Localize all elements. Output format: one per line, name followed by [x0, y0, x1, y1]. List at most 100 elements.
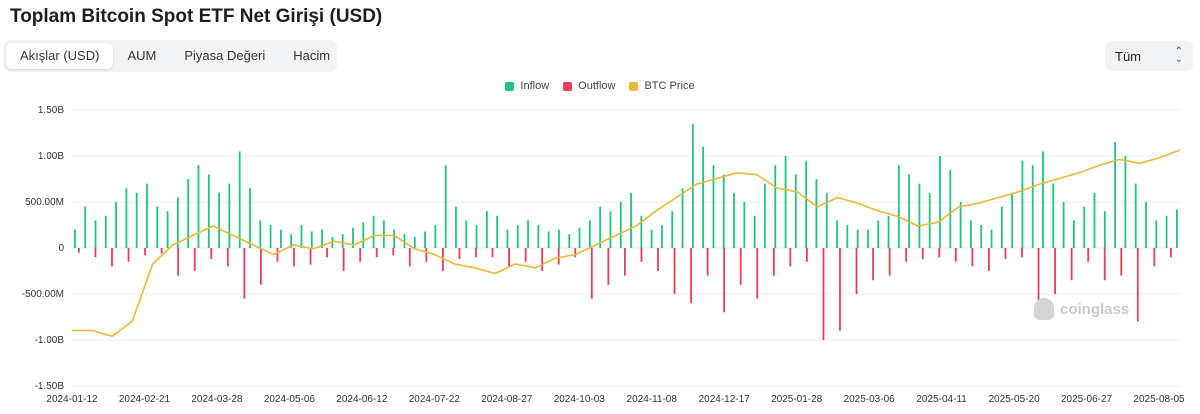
x-tick-label: 2024-11-08 [627, 394, 678, 405]
inflow-bar [1052, 184, 1054, 248]
outflow-bar [508, 248, 510, 266]
inflow-bar [682, 188, 684, 248]
inflow-bar [125, 188, 127, 248]
inflow-bar [836, 220, 838, 248]
inflow-bar [888, 216, 890, 248]
inflow-bar [1166, 216, 1168, 248]
outflow-bar [856, 248, 858, 294]
inflow-bar [991, 230, 993, 248]
outflow-bar [1153, 248, 1155, 266]
inflow-bar [198, 165, 200, 248]
inflow-bar [867, 230, 869, 248]
inflow-bar [919, 184, 921, 248]
inflow-bar [342, 234, 344, 248]
y-tick-label: 1.50B [38, 105, 64, 116]
x-tick-label: 2025-01-28 [771, 394, 823, 405]
x-tick-label: 2025-03-06 [844, 394, 896, 405]
inflow-bar [764, 184, 766, 248]
inflow-bar [259, 220, 261, 248]
outflow-bar [1104, 248, 1106, 280]
outflow-bar [343, 248, 345, 271]
inflow-bar [270, 225, 272, 248]
outflow-bar [326, 248, 328, 257]
outflow-bar [1021, 248, 1023, 257]
watermark-text: coinglass [1060, 301, 1129, 318]
outflow-bar [839, 248, 841, 331]
inflow-bar [723, 174, 725, 248]
outflow-bar [392, 248, 394, 255]
outflow-bar [243, 248, 245, 299]
outflow-bar [359, 248, 361, 262]
outflow-bar [425, 248, 427, 262]
outflow-bar [128, 248, 130, 262]
inflow-bar [1155, 220, 1157, 248]
inflow-bar [816, 179, 818, 248]
outflow-bar [558, 248, 560, 265]
outflow-bar [293, 248, 295, 266]
outflow-bar [1170, 248, 1172, 257]
outflow-bar [988, 248, 990, 271]
inflow-bar [733, 193, 735, 248]
inflow-bar [877, 220, 879, 248]
inflow-bar [754, 216, 756, 248]
x-tick-label: 2024-03-28 [191, 394, 243, 405]
outflow-bar [376, 248, 378, 257]
inflow-bar [1135, 184, 1137, 248]
x-tick-label: 2025-06-27 [1061, 394, 1113, 405]
outflow-bar [1054, 248, 1056, 294]
x-tick-label: 2024-10-03 [554, 394, 606, 405]
inflow-bar [1145, 202, 1147, 248]
inflow-bar [1104, 211, 1106, 248]
outflow-bar [409, 248, 411, 266]
outflow-bar [789, 248, 791, 266]
outflow-bar [260, 248, 262, 285]
outflow-bar [459, 248, 461, 259]
x-tick-label: 2024-02-21 [119, 394, 171, 405]
outflow-bar [475, 248, 477, 257]
inflow-bar [486, 211, 488, 248]
inflow-bar [414, 237, 416, 248]
y-tick-label: 0 [58, 243, 64, 254]
inflow-bar [177, 197, 179, 248]
outflow-bar [574, 248, 576, 257]
inflow-bar [1114, 142, 1116, 248]
inflow-bar [846, 225, 848, 248]
inflow-bar [908, 174, 910, 248]
outflow-bar [641, 248, 643, 262]
outflow-bar [227, 248, 229, 266]
inflow-bar [434, 225, 436, 248]
inflow-bar [136, 193, 138, 248]
outflow-bar [210, 248, 212, 259]
inflow-bar [620, 202, 622, 248]
outflow-bar [806, 248, 808, 262]
inflow-bar [445, 165, 447, 248]
outflow-bar [707, 248, 709, 276]
inflow-bar [1094, 193, 1096, 248]
outflow-bar [177, 248, 179, 276]
inflow-bar [970, 220, 972, 248]
outflow-bar [657, 248, 659, 271]
inflow-bar [383, 220, 385, 248]
inflow-bar [301, 225, 303, 248]
x-tick-label: 2024-06-12 [336, 394, 388, 405]
outflow-bar [1087, 248, 1089, 262]
y-tick-label: -1.00B [35, 335, 65, 346]
inflow-bar [1176, 209, 1178, 248]
inflow-bar [795, 174, 797, 248]
outflow-bar [674, 248, 676, 294]
inflow-bar [1011, 193, 1013, 248]
inflow-bar [713, 165, 715, 248]
outflow-bar [144, 248, 146, 255]
inflow-bar [424, 231, 426, 248]
inflow-bar [239, 151, 241, 248]
inflow-bar [568, 234, 570, 248]
inflow-bar [373, 216, 375, 248]
inflow-bar [1022, 161, 1024, 248]
inflow-bar [74, 230, 76, 248]
inflow-bar [362, 222, 364, 248]
x-tick-label: 2024-12-17 [699, 394, 751, 405]
outflow-bar [194, 248, 196, 271]
x-tick-label: 2025-04-11 [916, 394, 967, 405]
inflow-bar [167, 211, 169, 248]
